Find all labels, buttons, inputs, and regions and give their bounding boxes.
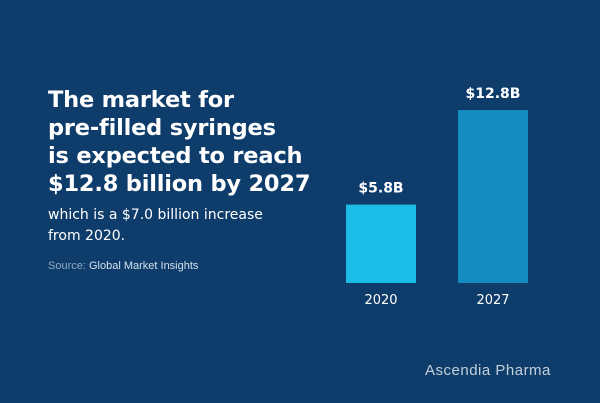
data-label-2020: $5.8B [358, 181, 403, 197]
headline-line-4: $12.8 billion by 2027 [48, 171, 311, 197]
headline-line-3: is expected to reach [48, 143, 303, 169]
x-tick-label-2020: 2020 [364, 293, 397, 308]
subtext: which is a $7.0 billion increase from 20… [48, 205, 308, 247]
logo-text: Ascendia Pharma [425, 362, 551, 379]
chart-marks: $5.8B 2020 $12.8B 2027 [346, 86, 528, 308]
subtext-line-1: which is a $7.0 billion increase [48, 207, 263, 223]
headline: The market for pre-filled syringes is ex… [48, 86, 318, 198]
data-label-2027: $12.8B [466, 86, 521, 102]
source-value: Global Market Insights [88, 260, 199, 272]
source-citation: Source: Global Market Insights [48, 260, 198, 272]
headline-line-2: pre-filled syringes [48, 115, 276, 141]
source-label: Source: [48, 260, 86, 272]
ascendia-pharma-logo: Ascendia Pharma [425, 362, 551, 379]
bar-2027 [458, 110, 528, 283]
x-tick-label-2027: 2027 [476, 293, 509, 308]
subtext-line-2: from 2020. [48, 228, 126, 244]
bar-chart: $5.8B 2020 $12.8B 2027 [346, 86, 528, 308]
bar-2020 [346, 204, 416, 283]
headline-line-1: The market for [48, 87, 234, 113]
